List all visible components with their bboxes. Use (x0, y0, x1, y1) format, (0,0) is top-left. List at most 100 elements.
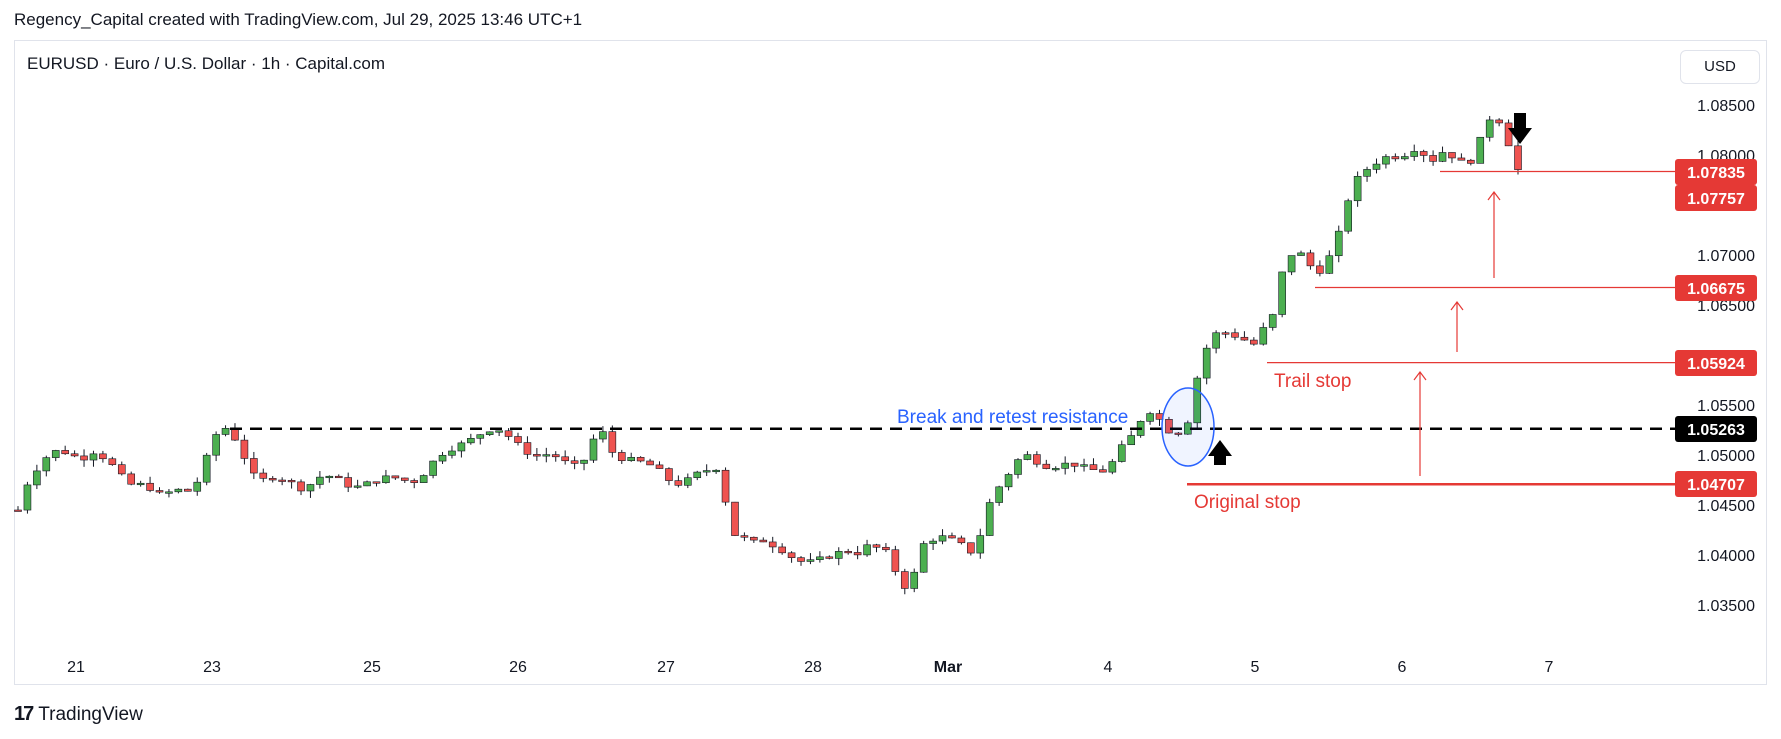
candle-body (495, 430, 503, 433)
tradingview-brand: TradingView (38, 703, 143, 725)
candle-body (108, 458, 117, 465)
candle-body (23, 484, 32, 511)
candle-body (363, 481, 371, 487)
candle-body (1202, 347, 1211, 379)
candle-body (184, 488, 192, 492)
candle-body (391, 475, 400, 479)
symbol-info: EURUSD · Euro / U.S. Dollar · 1h · Capit… (27, 54, 386, 73)
candle-body (957, 537, 966, 544)
candle-body (174, 488, 183, 493)
candle-body (1325, 255, 1334, 274)
x-tick-label: 21 (67, 659, 85, 676)
candle-body (42, 457, 51, 472)
x-tick-label: 7 (1545, 659, 1554, 676)
candle-body (684, 477, 692, 486)
candle-body (306, 484, 315, 492)
candle-body (165, 491, 173, 494)
trail-stop-label: Trail stop (1274, 371, 1351, 392)
candle-body (863, 544, 871, 556)
candle-body (1467, 159, 1475, 164)
candle-body (891, 549, 900, 572)
candle-body (231, 428, 239, 441)
candle-body (589, 438, 598, 461)
candle-body (1051, 468, 1060, 471)
candle-body (608, 431, 617, 453)
candle-body (1117, 444, 1126, 462)
candle-body (1429, 155, 1437, 162)
price-tag (1675, 159, 1757, 185)
candle-body (70, 453, 79, 457)
candle-body (1476, 136, 1485, 164)
candle-body (457, 442, 466, 452)
candle-body (202, 454, 211, 483)
candle-body (325, 475, 334, 479)
x-tick-label: 6 (1398, 659, 1407, 676)
candle-body (599, 431, 607, 440)
candle-body (938, 535, 947, 542)
candle-body (533, 454, 541, 457)
candle-body (872, 544, 881, 548)
x-tick-label: 23 (203, 659, 221, 676)
candle-body (278, 479, 286, 482)
candle-body (117, 464, 126, 475)
candle-body (287, 480, 296, 483)
candle-body (844, 551, 852, 554)
candle-body (1391, 156, 1400, 160)
candle-body (1410, 151, 1419, 157)
candle-body (476, 434, 485, 439)
price-tag (1675, 185, 1757, 211)
candle-body (382, 475, 390, 484)
tradingview-logo[interactable]: 17 TradingView (14, 703, 143, 726)
candle-body (1334, 230, 1343, 257)
candle-body (834, 551, 843, 559)
price-tags: 1.07835 1.07757 1.06675 1.05924 1.05263 1.047… (1675, 159, 1757, 497)
candle-body (1221, 332, 1230, 335)
candle-body (910, 571, 919, 589)
candle-body (1278, 271, 1286, 315)
candle-body (1080, 464, 1088, 467)
candle-body (627, 457, 636, 462)
candle-body (240, 439, 249, 459)
candle-body (448, 450, 456, 456)
candle-body (617, 452, 626, 462)
candle-body (674, 480, 683, 486)
candle-body (806, 559, 815, 562)
y-tick-label: 1.05500 (1697, 398, 1755, 415)
candle-body (523, 442, 532, 455)
x-tick-label: 26 (509, 659, 527, 676)
candle-body (419, 475, 428, 483)
x-tick-label: 27 (657, 659, 675, 676)
tradingview-logo-icon: 17 (14, 703, 34, 725)
candle-body (778, 546, 786, 554)
price-tag (1675, 350, 1757, 376)
candle-body (1504, 122, 1513, 147)
y-tick-label: 1.05000 (1697, 448, 1755, 465)
candle-body (193, 481, 202, 492)
candle-body (1316, 265, 1324, 274)
candle-body (1127, 435, 1136, 446)
chart-frame (14, 40, 1767, 685)
currency-button[interactable]: USD (1680, 50, 1760, 84)
chart-attribution: Regency_Capital created with TradingView… (14, 10, 583, 29)
x-tick-label: 4 (1104, 659, 1113, 676)
candle-body (1108, 461, 1117, 473)
y-tick-label: 1.04000 (1697, 548, 1755, 565)
candle-body (14, 509, 22, 512)
y-tick-label: 1.08500 (1697, 98, 1755, 115)
candle-body (967, 542, 975, 554)
candle-body (1353, 175, 1362, 202)
candle-body (221, 428, 230, 435)
candle-body (410, 480, 419, 483)
candle-body (429, 460, 437, 476)
candle-body (250, 458, 258, 474)
candle-body (353, 485, 362, 488)
candle-body (646, 460, 654, 466)
trail-arrow-3 (1487, 191, 1501, 278)
candle-body (467, 438, 475, 444)
candle-body (721, 469, 730, 503)
up-arrow-icon (1208, 440, 1232, 465)
candle-body (1231, 332, 1239, 338)
candle-body (1259, 327, 1268, 345)
candle-body (514, 436, 522, 443)
